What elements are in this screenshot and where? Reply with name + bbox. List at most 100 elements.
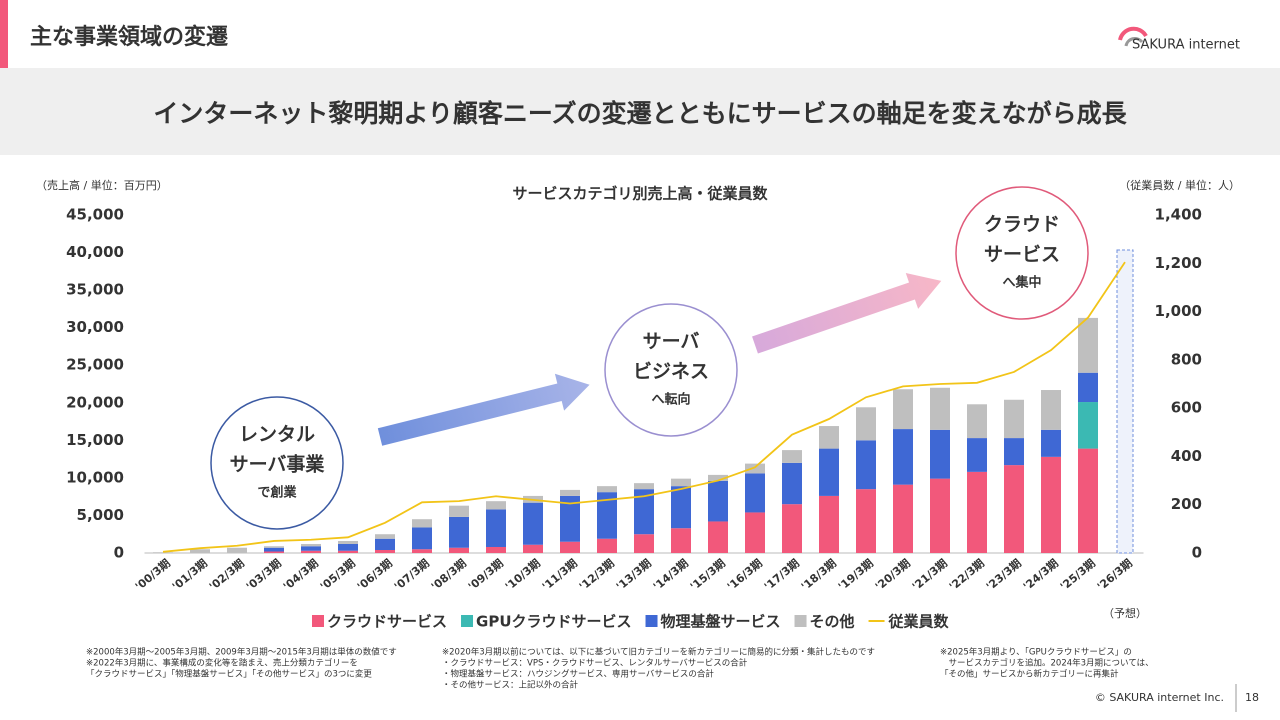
bar-segment: [819, 426, 839, 449]
bar-segment: [671, 528, 691, 553]
x-tick-label: '04/3期: [280, 556, 321, 593]
bar-segment: [1078, 372, 1098, 403]
annotation-text: クラウド: [984, 214, 1060, 236]
bar-segment: [671, 478, 691, 487]
annotation-circle: [210, 396, 344, 530]
bar-segment: [1004, 465, 1024, 553]
bar-segment: [597, 486, 617, 493]
bar-segment: [856, 407, 876, 441]
y-axis-label: （売上高 / 単位：百万円）: [36, 178, 168, 192]
bar-segment: [819, 448, 839, 496]
x-tick-label: '23/3期: [983, 556, 1024, 593]
footnote: ※2000年3月期～2005年3月期、2009年3月期～2015年3月期は単体の…: [86, 647, 397, 658]
annotation-subtext: で創業: [257, 485, 297, 501]
bar-segment: [264, 551, 284, 553]
legend-item: クラウドサービス: [312, 613, 447, 631]
bar-segment: [782, 504, 802, 553]
y2-tick-label: 600: [1171, 399, 1202, 417]
annotation-text: サーバ: [643, 331, 700, 353]
arrow: [377, 373, 590, 446]
bar-segment: [893, 484, 913, 553]
y-tick-label: 40,000: [66, 243, 124, 261]
bar-segment: [1078, 317, 1098, 373]
bar-segment: [560, 541, 580, 553]
annotation-text: サーバ事業: [230, 453, 326, 476]
bar-segment: [338, 540, 358, 544]
bar-segment: [597, 492, 617, 539]
bar-segment: [708, 521, 728, 553]
y2-tick-label: 1,000: [1155, 302, 1202, 320]
x-tick-label: '08/3期: [428, 556, 469, 593]
y-tick-label: 30,000: [66, 318, 124, 336]
x-tick-label: '19/3期: [835, 556, 876, 593]
x-tick-label: '00/3期: [132, 556, 173, 593]
bar-segment: [930, 429, 950, 479]
legend-item: その他: [794, 613, 855, 631]
y-tick-label: 25,000: [66, 356, 124, 374]
y-tick-label: 15,000: [66, 431, 124, 449]
x-tick-label: '14/3期: [650, 556, 691, 593]
x-tick-label: '13/3期: [613, 556, 654, 593]
arrow: [752, 272, 942, 354]
legend-swatch: [645, 615, 658, 627]
y2-axis-label: （従業員数 / 単位：人）: [1119, 178, 1240, 192]
legend-item: GPUクラウドサービス: [461, 613, 632, 631]
y2-tick-label: 0: [1192, 544, 1202, 562]
annotation-text: ビジネス: [633, 361, 709, 383]
y-tick-label: 20,000: [66, 393, 124, 411]
legend-label: その他: [810, 613, 855, 631]
line-series: [162, 261, 1126, 553]
footnote: 「その他」サービスから新カテゴリーに再集計: [940, 669, 1119, 680]
bar-segment: [338, 543, 358, 551]
bar-segment: [634, 483, 654, 490]
bar-segment: [449, 505, 469, 517]
y-tick-label: 35,000: [66, 281, 124, 299]
bar-segment: [1004, 399, 1024, 439]
legend-label: GPUクラウドサービス: [476, 613, 632, 631]
footnotes: ※2000年3月期～2005年3月期、2009年3月期～2015年3月期は単体の…: [86, 647, 1154, 691]
legend-label: クラウドサービス: [327, 613, 447, 631]
footnote: ※2020年3月期以前については、以下に基づいて旧カテゴリーを新カテゴリーに簡易…: [442, 647, 875, 658]
footnote: ・クラウドサービス：VPS・クラウドサービス、レンタルサーバサービスの合計: [442, 658, 748, 669]
x-tick-label: '26/3期: [1094, 556, 1135, 593]
bar-segment: [338, 550, 358, 553]
bar-segment: [412, 519, 432, 528]
legend-label: 従業員数: [888, 613, 950, 631]
legend-item: 物理基盤サービス: [645, 613, 781, 631]
x-tick-label: '22/3期: [946, 556, 987, 593]
bar-segment: [745, 473, 765, 513]
bar-segment: [1004, 438, 1024, 466]
y-tick-label: 10,000: [66, 468, 124, 486]
x-tick-label: '25/3期: [1057, 556, 1098, 593]
footnote: サービスカテゴリを追加。2024年3月期については、: [940, 658, 1154, 669]
x-tick-label: '21/3期: [909, 556, 950, 593]
bar-segment: [782, 450, 802, 463]
bar-segment: [893, 429, 913, 485]
x-tick-label: '07/3期: [391, 556, 432, 593]
legend-label: 物理基盤サービス: [661, 613, 781, 631]
logo: SAKURA internet: [1118, 26, 1240, 53]
bar-segment: [301, 550, 321, 553]
bar-segment: [486, 546, 506, 553]
footnote: ・その他サービス：上記以外の合計: [442, 680, 579, 691]
bar-segment: [893, 389, 913, 430]
bar-segment: [523, 502, 543, 545]
chart-title: サービスカテゴリ別売上高・従業員数: [512, 185, 768, 203]
bar-segment: [264, 547, 284, 552]
bar-segment: [190, 549, 210, 553]
y2-tick-label: 200: [1171, 495, 1202, 513]
annotation-text: サービス: [984, 244, 1060, 266]
bar-segment: [930, 387, 950, 430]
bar-segment: [412, 549, 432, 553]
legend-item: 従業員数: [868, 613, 950, 631]
bar-segment: [301, 546, 321, 551]
x-tick-label: '02/3期: [206, 556, 247, 593]
annotation-subtext: へ集中: [1002, 275, 1041, 291]
x-tick-label: '20/3期: [872, 556, 913, 593]
legend-swatch: [461, 615, 474, 627]
bar-segment: [708, 474, 728, 481]
forecast-box: [1116, 249, 1134, 554]
y-tick-label: 0: [114, 544, 124, 562]
bar-segment: [264, 546, 284, 548]
